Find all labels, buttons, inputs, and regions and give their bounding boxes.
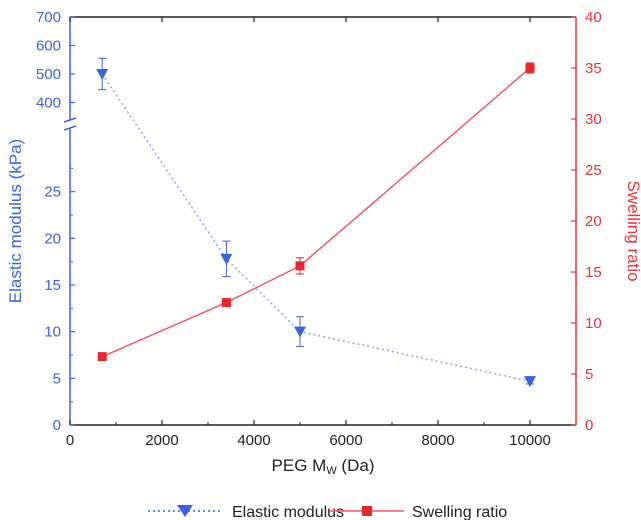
y-right-tick-label: 15 [585,264,602,281]
series-line-1 [101,67,531,358]
legend-elastic-marker [177,505,193,517]
y-right-tick-label: 0 [585,417,593,434]
y-right-tick-label: 25 [585,162,602,179]
legend-elastic-label: Elastic modulus [232,504,344,520]
x-axis-title: PEG MW (Da) [272,456,375,477]
data-point-swelling-ratio [525,63,535,73]
y-right-tick-label: 20 [585,213,602,230]
legend-swelling-marker [362,506,372,516]
y-right-tick-label: 10 [585,315,602,332]
y-left-tick-label: 15 [44,277,61,294]
x-tick-label: 8000 [421,432,454,449]
y-right-axis-title: Swelling ratio [624,180,641,281]
axis-break-mark [63,117,77,123]
data-point-elastic-modulus [220,253,233,265]
y-left-tick-label: 600 [36,38,61,55]
data-point-elastic-modulus [524,376,536,388]
x-tick-label: 2000 [145,432,178,449]
y-left-tick-label: 0 [53,417,61,434]
y-right-tick-label: 35 [585,60,602,77]
data-point-swelling-ratio [221,298,231,308]
data-point-elastic-modulus [294,326,306,338]
x-tick-label: 10000 [509,432,551,449]
y-left-tick-label: 500 [36,66,61,83]
x-tick-label: 4000 [237,432,270,449]
axis-break-mark [63,125,77,131]
y-left-tick-label: 25 [44,184,61,201]
series-line-0 [101,73,531,382]
data-point-swelling-ratio [97,352,107,362]
x-tick-label: 0 [66,432,74,449]
y-left-tick-label: 10 [44,324,61,341]
y-left-tick-label: 700 [36,9,61,26]
data-point-swelling-ratio [295,261,305,271]
x-tick-label: 6000 [329,432,362,449]
y-left-tick-label: 5 [53,370,61,387]
data-point-elastic-modulus [96,69,109,80]
y-left-tick-label: 20 [44,230,61,247]
y-right-tick-label: 5 [585,366,593,383]
y-left-tick-label: 400 [36,95,61,112]
y-right-tick-label: 40 [585,9,602,26]
legend-swelling-label: Swelling ratio [412,504,507,520]
y-left-axis-title: Elastic modulus (kPa) [6,139,25,303]
y-right-tick-label: 30 [585,111,602,128]
legend: Elastic modulus Swelling ratio [148,504,507,520]
